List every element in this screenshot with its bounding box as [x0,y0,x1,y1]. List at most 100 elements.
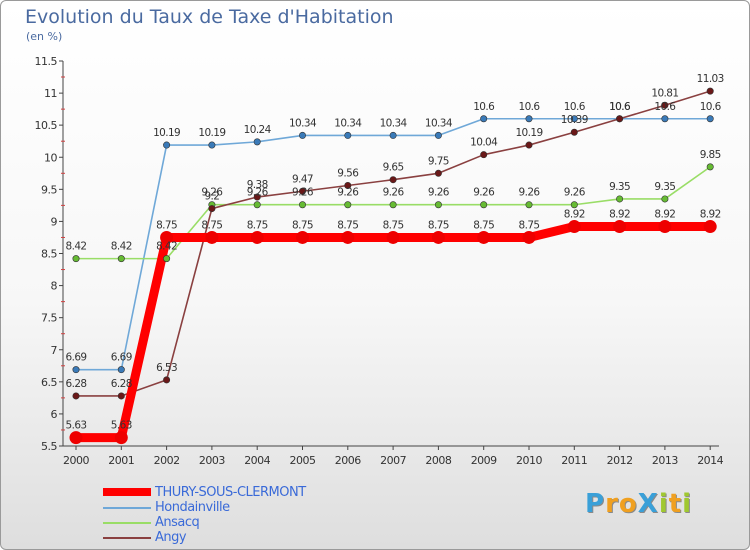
data-point [613,220,627,234]
y-tick-label: 8 [51,280,58,293]
data-label: 8.42 [66,241,87,253]
unit-label: (en %) [26,30,63,43]
data-point [205,230,219,244]
data-point [661,101,669,109]
legend-swatch [103,507,151,509]
data-label: 6.28 [111,378,132,390]
data-label: 9.26 [519,187,541,199]
y-tick-label: 11.5 [35,55,58,68]
x-tick-label: 2013 [652,454,678,467]
data-label: 8.92 [700,209,721,221]
x-tick-label: 2005 [290,454,316,467]
data-label: 9.26 [292,187,314,199]
data-label: 10.6 [564,101,586,113]
data-label: 9.2 [204,191,219,203]
data-label: 9.38 [247,179,268,191]
data-point [117,255,125,263]
data-label: 10.6 [654,101,676,113]
data-label: 10.6 [519,101,541,113]
data-label: 10.34 [289,117,317,129]
x-tick-label: 2003 [199,454,225,467]
data-label: 10.6 [609,101,631,113]
data-point [344,131,352,139]
data-point [72,255,80,263]
data-point [480,151,488,159]
data-label: 9.47 [292,173,313,185]
data-label: 9.85 [700,149,721,161]
legend-label: Angy [155,530,187,545]
data-point [114,431,128,445]
data-point [525,115,533,123]
data-point [344,201,352,209]
data-point [661,195,669,203]
data-label: 6.69 [66,352,87,364]
data-label: 10.19 [515,127,542,139]
x-tick-label: 2008 [425,454,451,467]
data-point [616,195,624,203]
data-point [208,205,216,213]
data-label: 9.56 [337,167,359,179]
y-tick-label: 11 [44,87,57,100]
data-label: 8.42 [156,241,177,253]
logo-letter: t [668,489,683,519]
data-label: 6.53 [156,362,177,374]
data-point [706,115,714,123]
chart-axes: 5.5 6 6.5 7 7.5 8 8.5 9 9.5 10 10.5 11 11.5 2000 2001 2… [35,55,725,467]
series-lines [71,90,715,443]
data-label: 10.6 [609,101,631,113]
data-point [160,230,174,244]
legend-swatch [103,522,151,524]
data-point [117,392,125,400]
data-label: 10.34 [334,117,362,129]
data-label: 9.35 [654,181,675,193]
y-tick-label: 7.5 [41,312,57,325]
data-label: 10.34 [380,117,408,129]
x-tick-label: 2012 [607,454,633,467]
y-tick-label: 10.5 [35,119,58,132]
legend-label: Hondainville [155,500,230,515]
logo-letter: i [658,489,669,519]
data-label: 9.65 [383,162,404,174]
data-label: 6.69 [111,352,132,364]
data-point [344,181,352,189]
data-label: 10.6 [473,101,495,113]
data-point [208,141,216,149]
y-tick-label: 10 [44,151,57,164]
data-label: 6.28 [66,378,87,390]
data-label: 10.19 [153,127,180,139]
y-tick-label: 9.5 [41,183,57,196]
data-label: 8.92 [609,209,630,221]
data-label: 10.34 [425,117,453,129]
data-point [163,141,171,149]
proxiti-logo: ProXiti [585,489,692,519]
y-tick-label: 7 [51,344,58,357]
data-point [480,201,488,209]
x-tick-label: 2001 [108,454,134,467]
data-point [522,230,536,244]
data-label: 8.75 [247,219,268,231]
data-point [72,392,80,400]
data-label: 8.75 [201,219,222,231]
data-point [525,141,533,149]
data-point [250,230,264,244]
y-tick-label: 6.5 [41,376,57,389]
legend-label: Ansacq [155,515,200,530]
data-point [253,201,261,209]
data-point [706,163,714,171]
data-point [389,201,397,209]
data-label: 10.24 [244,124,272,136]
data-label: 8.75 [383,219,404,231]
data-point [570,201,578,209]
data-label: 10.19 [198,127,225,139]
x-tick-label: 2014 [697,454,723,467]
data-label: 8.92 [564,209,585,221]
data-point [163,255,171,263]
logo-letter: o [618,489,638,519]
data-label: 8.75 [337,219,358,231]
data-label: 8.75 [428,219,449,231]
data-point [703,220,717,234]
data-point [163,376,171,384]
legend-label: THURY-SOUS-CLERMONT [155,485,306,500]
data-label: 9.35 [609,181,630,193]
